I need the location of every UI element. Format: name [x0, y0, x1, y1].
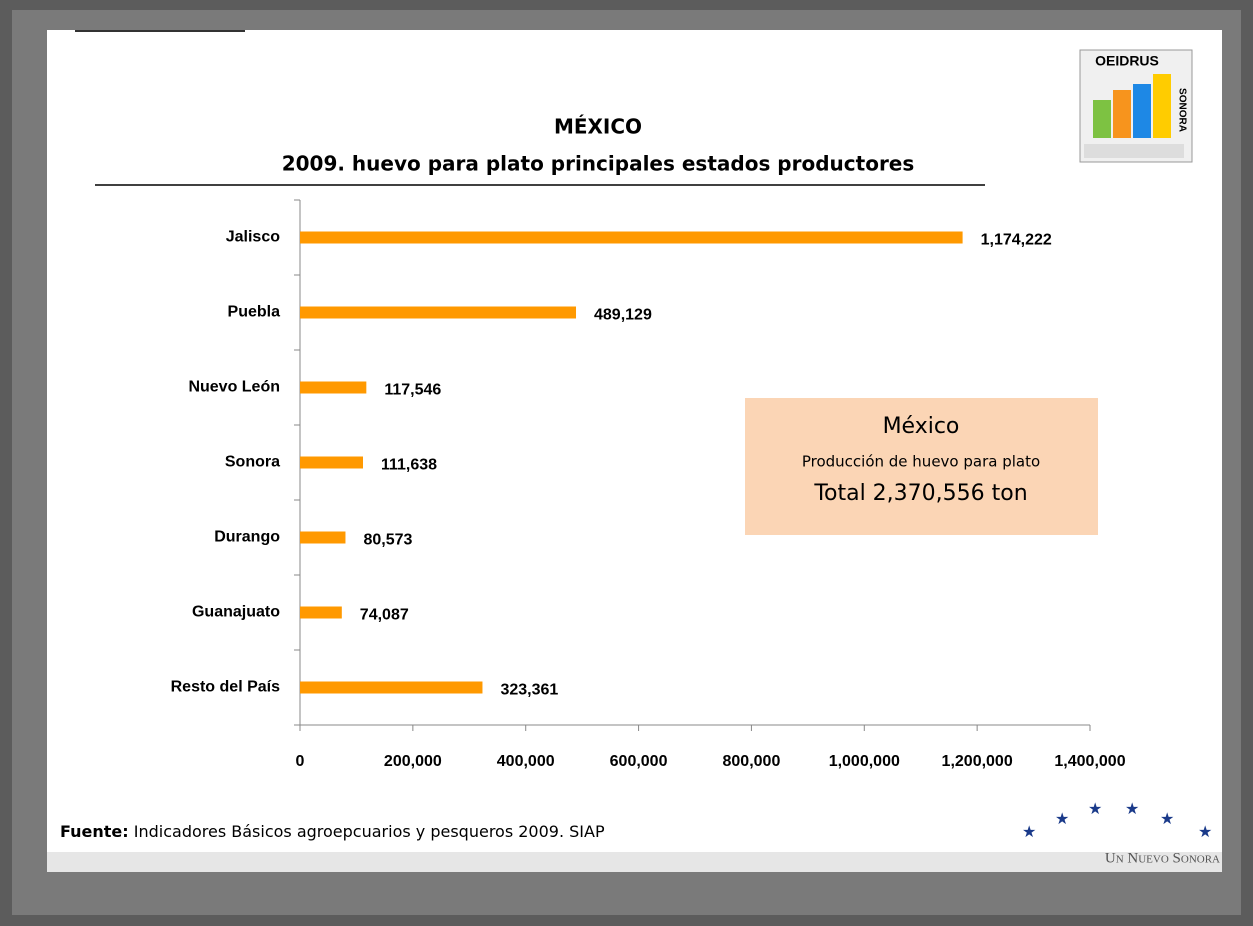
logo-region: SONORA — [1176, 88, 1187, 132]
source-label: Fuente: — [60, 822, 129, 841]
slogan: Un Nuevo Sonora — [1105, 850, 1220, 866]
x-tick-label: 1,400,000 — [1054, 753, 1125, 770]
value-label: 117,546 — [384, 382, 441, 399]
bar — [300, 681, 483, 694]
y-tick-label: Guanajuato — [192, 604, 280, 621]
y-tick-label: Jalisco — [226, 229, 280, 246]
star: ★ — [1125, 801, 1139, 818]
bar — [300, 456, 363, 469]
x-tick-label: 1,200,000 — [942, 753, 1013, 770]
chart-title: MÉXICO — [554, 115, 642, 139]
logo-icons — [1084, 144, 1184, 158]
annotation-total: Total 2,370,556 ton — [813, 481, 1027, 506]
y-tick-label: Puebla — [228, 304, 281, 321]
annotation-box — [745, 398, 1098, 535]
y-tick-label: Nuevo León — [188, 379, 280, 396]
value-label: 111,638 — [381, 457, 437, 474]
source-text: Indicadores Básicos agroepcuarios y pesq… — [129, 822, 605, 841]
value-label: 1,174,222 — [981, 232, 1052, 249]
value-label: 489,129 — [594, 307, 652, 324]
x-tick-label: 800,000 — [723, 753, 781, 770]
stars: ★ ★ ★ ★ ★ ★ — [1022, 801, 1212, 841]
bar — [300, 381, 367, 394]
y-tick-label: Resto del País — [171, 679, 280, 696]
source: Fuente: Indicadores Básicos agroepcuario… — [60, 822, 605, 841]
star: ★ — [1160, 811, 1174, 828]
x-tick-label: 400,000 — [497, 753, 555, 770]
y-tick-label: Sonora — [225, 454, 280, 471]
star: ★ — [1198, 824, 1212, 841]
star: ★ — [1022, 824, 1036, 841]
bar — [300, 231, 963, 244]
x-tick-label: 0 — [296, 753, 305, 770]
bar — [300, 606, 342, 619]
chart-subtitle: 2009. huevo para plato principales estad… — [282, 152, 915, 176]
logo: OEIDRUS SONORA — [1079, 49, 1193, 163]
footer-band — [47, 852, 1222, 872]
logo-bar — [1113, 90, 1131, 138]
x-tick-label: 200,000 — [384, 753, 442, 770]
x-tick-label: 600,000 — [610, 753, 668, 770]
bar — [300, 531, 346, 544]
star: ★ — [1088, 801, 1102, 818]
y-tick-label: Durango — [214, 529, 280, 546]
value-label: 80,573 — [363, 532, 412, 549]
logo-bar — [1153, 74, 1171, 138]
logo-name: OEIDRUS — [1095, 53, 1159, 69]
x-tick-label: 1,000,000 — [829, 753, 900, 770]
star: ★ — [1055, 811, 1069, 828]
bar — [300, 306, 577, 319]
value-label: 74,087 — [360, 607, 409, 624]
annotation-heading: México — [883, 414, 960, 439]
value-label: 323,361 — [500, 682, 558, 699]
logo-bar — [1093, 100, 1111, 138]
annotation-text: Producción de huevo para plato — [802, 453, 1040, 471]
logo-bar — [1133, 84, 1151, 138]
